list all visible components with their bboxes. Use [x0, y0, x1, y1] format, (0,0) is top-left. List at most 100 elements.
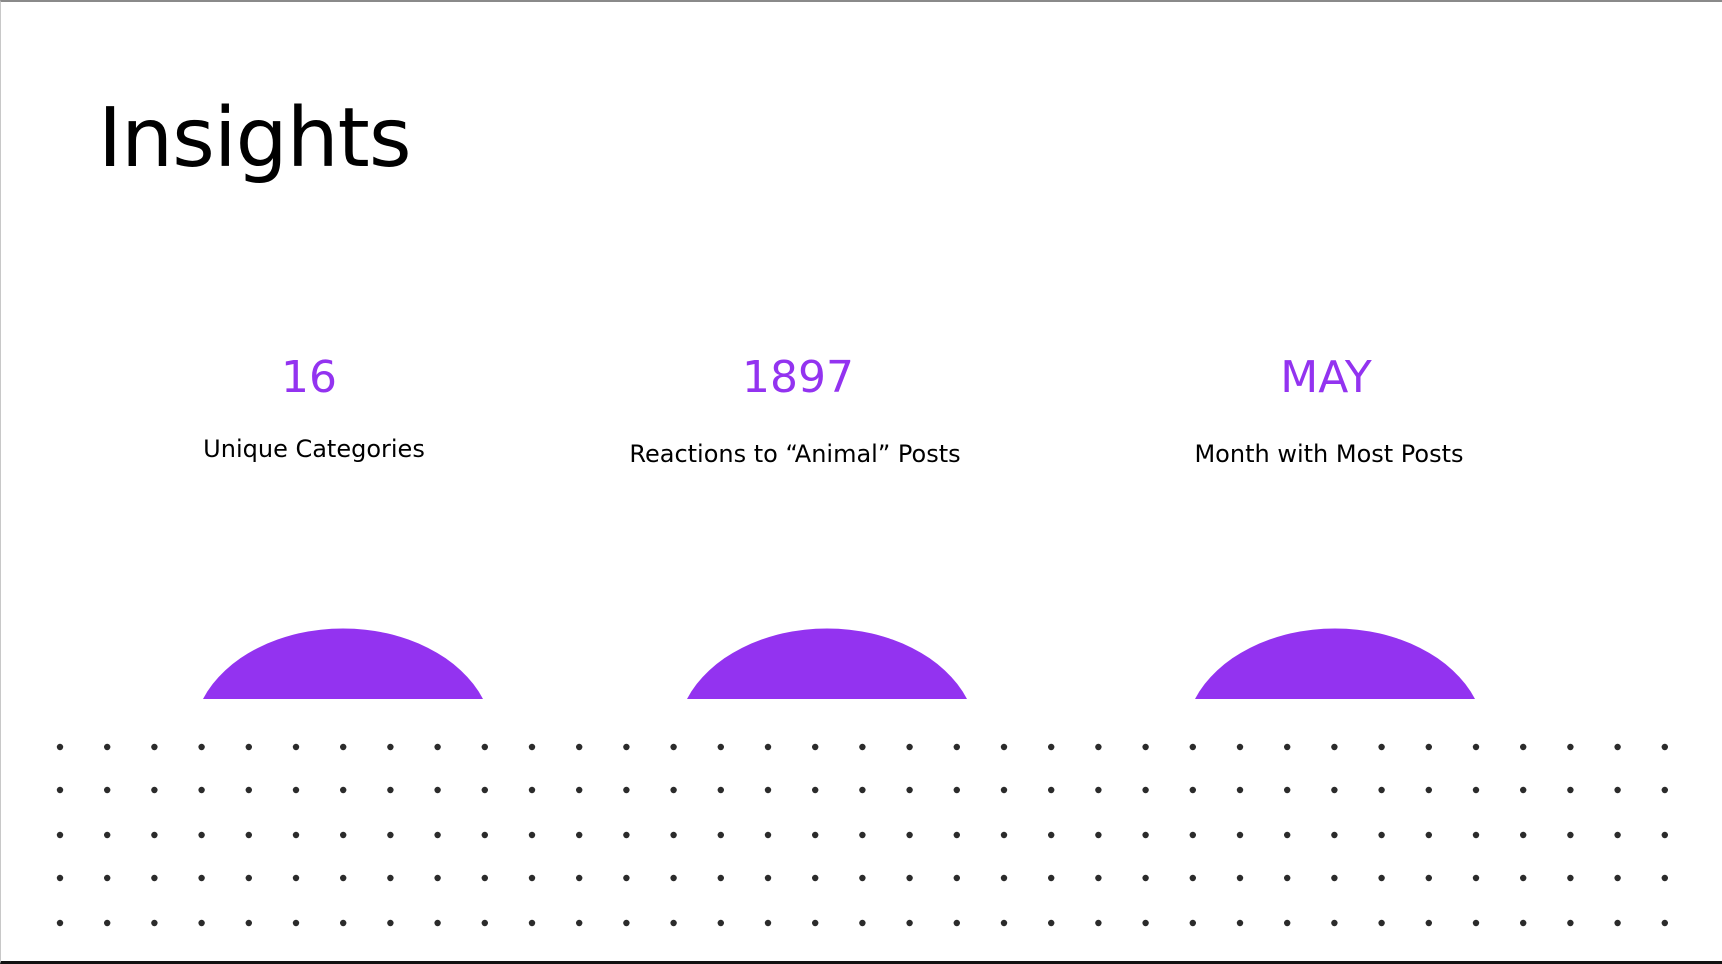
pattern-dot [1236, 786, 1244, 794]
pattern-dot [245, 919, 252, 927]
pattern-dot [1236, 919, 1244, 927]
pattern-dot [953, 874, 960, 882]
pattern-dot [1236, 874, 1244, 882]
pattern-dot [1048, 786, 1055, 794]
pattern-dot [623, 831, 630, 839]
pattern-dot [1614, 786, 1621, 794]
pattern-dot [1236, 831, 1244, 839]
pattern-dot [1661, 919, 1669, 927]
pattern-dot [481, 874, 488, 882]
pattern-dot [764, 831, 772, 839]
pattern-dot [481, 743, 488, 751]
pattern-dot [1142, 743, 1149, 751]
pattern-dot [953, 743, 960, 751]
pattern-dot [56, 786, 64, 794]
pattern-dot [151, 919, 158, 927]
pattern-dot [859, 743, 866, 751]
pattern-dot [1189, 743, 1197, 751]
pattern-dot [1236, 743, 1244, 751]
pattern-dot [1661, 743, 1669, 751]
pattern-dot [859, 831, 866, 839]
pattern-dot [717, 919, 724, 927]
pattern-dot [1142, 831, 1149, 839]
pattern-dot [906, 743, 913, 751]
pattern-dot [151, 786, 158, 794]
pattern-dot [198, 786, 205, 794]
pattern-dot [434, 743, 441, 751]
pattern-dot [1189, 831, 1197, 839]
pattern-dot [1520, 743, 1527, 751]
pattern-dot [1520, 786, 1527, 794]
pattern-dot [481, 919, 488, 927]
pattern-dot [1000, 786, 1008, 794]
pattern-dot [812, 874, 819, 882]
pattern-dot [56, 743, 64, 751]
pattern-dot [1331, 919, 1338, 927]
pattern-dot [623, 786, 630, 794]
dome-shape-3 [1195, 628, 1475, 699]
pattern-dot [340, 743, 347, 751]
pattern-dot [764, 919, 772, 927]
pattern-dot [576, 831, 583, 839]
pattern-dot [1614, 919, 1621, 927]
pattern-dot [292, 874, 300, 882]
pattern-dot [528, 831, 536, 839]
pattern-dot [151, 874, 158, 882]
pattern-dot [1614, 831, 1621, 839]
pattern-dot [1000, 831, 1008, 839]
pattern-dot [859, 919, 866, 927]
pattern-dot [623, 919, 630, 927]
pattern-dot [1472, 874, 1480, 882]
pattern-dot [104, 919, 111, 927]
pattern-dot [953, 919, 960, 927]
pattern-dot [198, 874, 205, 882]
pattern-dot [198, 919, 205, 927]
dome-shape-2 [687, 628, 967, 699]
dome-shape-1 [203, 628, 483, 699]
pattern-dot [953, 831, 960, 839]
pattern-dot [1520, 919, 1527, 927]
pattern-dot [623, 743, 630, 751]
pattern-dot [1142, 874, 1149, 882]
pattern-dot [245, 786, 252, 794]
pattern-dot [1378, 874, 1385, 882]
pattern-dot [1378, 786, 1385, 794]
pattern-dot [1189, 919, 1197, 927]
pattern-dot [1520, 831, 1527, 839]
pattern-dot [1189, 874, 1197, 882]
pattern-dot [576, 874, 583, 882]
pattern-dot [1614, 874, 1621, 882]
pattern-dot [198, 743, 205, 751]
pattern-dot [906, 831, 913, 839]
pattern-dot [812, 743, 819, 751]
pattern-dot [151, 831, 158, 839]
stat-label-categories: Unique Categories [203, 435, 425, 463]
pattern-dot [1095, 919, 1102, 927]
pattern-dot [245, 831, 252, 839]
pattern-dot [1614, 743, 1621, 751]
pattern-dot [906, 786, 913, 794]
pattern-dot [670, 874, 677, 882]
stat-value-reactions: 1897 [742, 352, 854, 403]
pattern-dot [387, 874, 394, 882]
pattern-dot [812, 919, 819, 927]
pattern-dot [1472, 919, 1480, 927]
pattern-dot [859, 786, 866, 794]
slide-title: Insights [98, 91, 412, 186]
pattern-dot [292, 743, 300, 751]
pattern-dot [1095, 874, 1102, 882]
pattern-dot [812, 831, 819, 839]
pattern-dot [576, 919, 583, 927]
pattern-dot [1284, 874, 1291, 882]
pattern-dot [1567, 831, 1574, 839]
pattern-dot [1284, 786, 1291, 794]
pattern-dot [1048, 919, 1055, 927]
pattern-dot [56, 919, 64, 927]
pattern-dot [1567, 786, 1574, 794]
pattern-dot [1048, 831, 1055, 839]
pattern-dot [387, 743, 394, 751]
pattern-dot [1661, 786, 1669, 794]
pattern-dot [1472, 831, 1480, 839]
pattern-dot [1520, 874, 1527, 882]
pattern-dot [670, 743, 677, 751]
